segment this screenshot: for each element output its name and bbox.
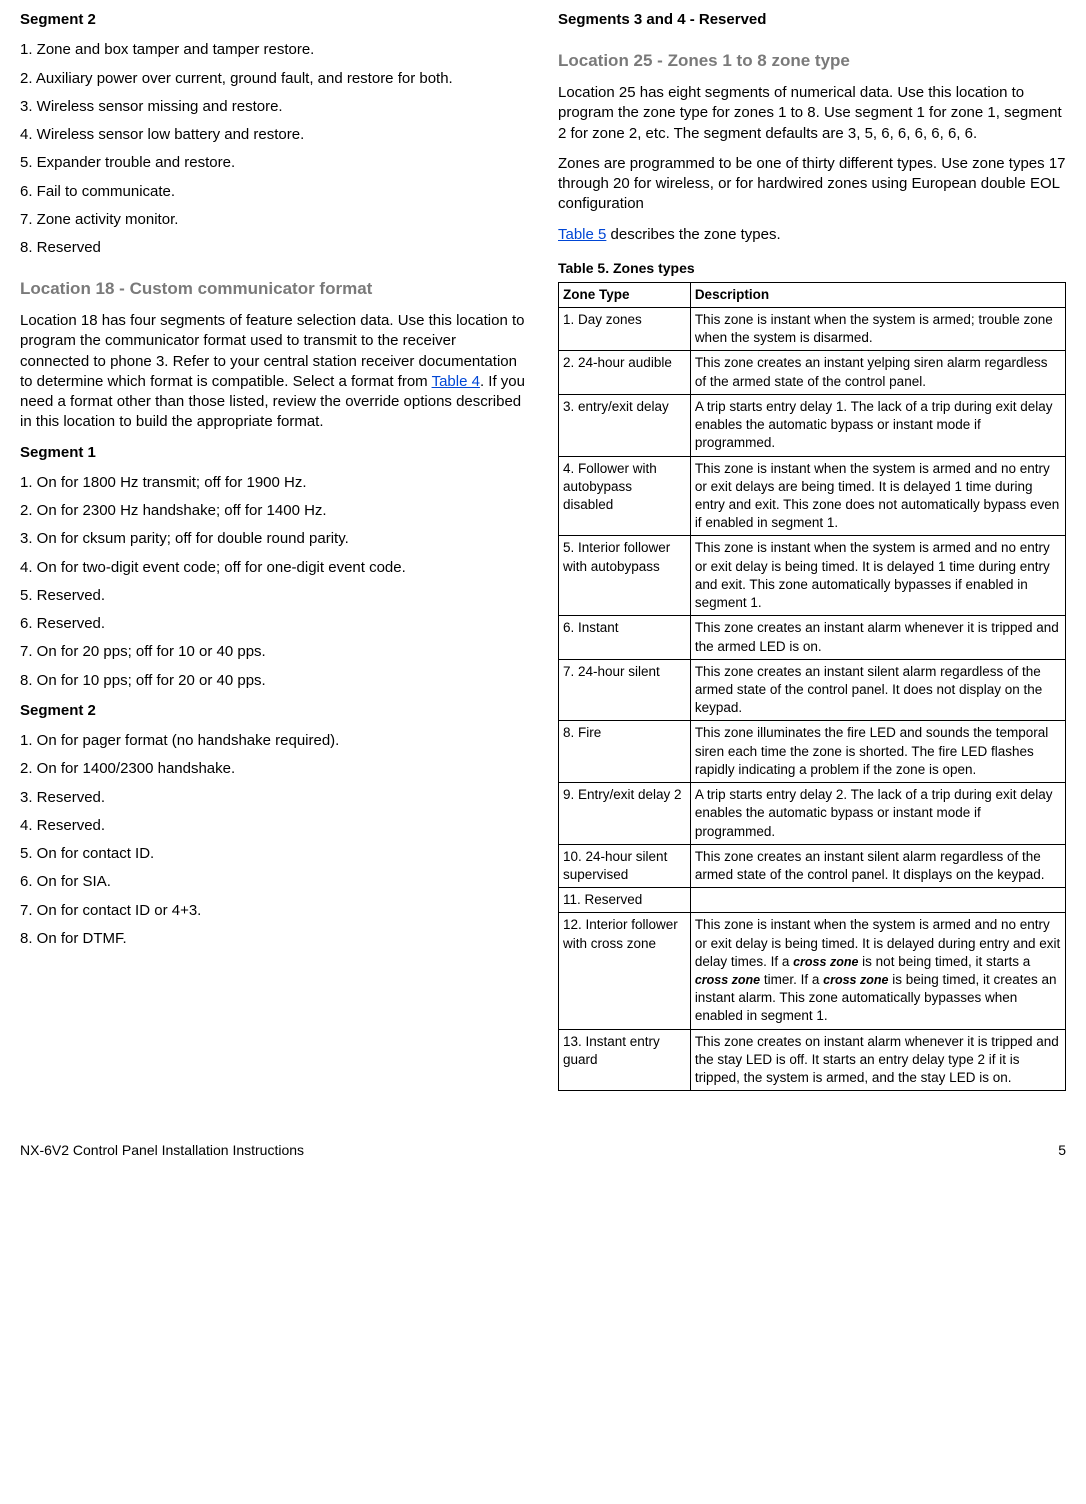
- zone-type-cell: 4. Follower with autobypass disabled: [559, 456, 691, 536]
- list-item: 2. On for 2300 Hz handshake; off for 140…: [20, 501, 528, 521]
- location-25-p3: Table 5 describes the zone types.: [558, 225, 1066, 245]
- list-item: 5. Expander trouble and restore.: [20, 153, 528, 173]
- th-zone-type: Zone Type: [559, 282, 691, 307]
- zone-type-cell: 2. 24-hour audible: [559, 351, 691, 394]
- table-row: 7. 24-hour silentThis zone creates an in…: [559, 659, 1066, 721]
- description-cell: This zone creates an instant silent alar…: [690, 844, 1065, 887]
- table-4-link[interactable]: Table 4: [432, 373, 480, 390]
- segment-1-heading: Segment 1: [20, 443, 528, 463]
- list-item: 3. Wireless sensor missing and restore.: [20, 97, 528, 117]
- zone-type-cell: 11. Reserved: [559, 888, 691, 913]
- description-cell: This zone illuminates the fire LED and s…: [690, 721, 1065, 783]
- description-cell: This zone is instant when the system is …: [690, 536, 1065, 616]
- zone-type-cell: 13. Instant entry guard: [559, 1029, 691, 1091]
- footer-page-number: 5: [1058, 1141, 1066, 1160]
- segment-2-heading: Segment 2: [20, 10, 528, 30]
- list-item: 7. On for 20 pps; off for 10 or 40 pps.: [20, 642, 528, 662]
- zone-type-cell: 5. Interior follower with autobypass: [559, 536, 691, 616]
- table-row: 6. InstantThis zone creates an instant a…: [559, 616, 1066, 659]
- location-18-paragraph: Location 18 has four segments of feature…: [20, 311, 528, 433]
- table-5-link[interactable]: Table 5: [558, 226, 606, 243]
- description-cell: This zone creates an instant alarm whene…: [690, 616, 1065, 659]
- list-item: 1. Zone and box tamper and tamper restor…: [20, 40, 528, 60]
- segment-2-list: 1. Zone and box tamper and tamper restor…: [20, 40, 528, 258]
- list-item: 6. Reserved.: [20, 614, 528, 634]
- description-cell: A trip starts entry delay 1. The lack of…: [690, 394, 1065, 456]
- table-header-row: Zone Type Description: [559, 282, 1066, 307]
- list-item: 3. On for cksum parity; off for double r…: [20, 529, 528, 549]
- zones-types-table: Zone Type Description 1. Day zonesThis z…: [558, 282, 1066, 1092]
- table-5-caption: Table 5. Zones types: [558, 259, 1066, 278]
- list-item: 2. On for 1400/2300 handshake.: [20, 759, 528, 779]
- segment-2b-list: 1. On for pager format (no handshake req…: [20, 731, 528, 949]
- location-25-p1: Location 25 has eight segments of numeri…: [558, 83, 1066, 144]
- zone-type-cell: 6. Instant: [559, 616, 691, 659]
- footer-title: NX-6V2 Control Panel Installation Instru…: [20, 1141, 304, 1160]
- zone-type-cell: 1. Day zones: [559, 308, 691, 351]
- table-row: 5. Interior follower with autobypassThis…: [559, 536, 1066, 616]
- zone-type-cell: 9. Entry/exit delay 2: [559, 783, 691, 845]
- page-footer: NX-6V2 Control Panel Installation Instru…: [20, 1141, 1066, 1160]
- description-cell: This zone creates an instant silent alar…: [690, 659, 1065, 721]
- left-column: Segment 2 1. Zone and box tamper and tam…: [20, 0, 528, 1091]
- list-item: 8. Reserved: [20, 238, 528, 258]
- table-row: 8. FireThis zone illuminates the fire LE…: [559, 721, 1066, 783]
- list-item: 8. On for 10 pps; off for 20 or 40 pps.: [20, 671, 528, 691]
- table-row: 2. 24-hour audibleThis zone creates an i…: [559, 351, 1066, 394]
- description-cell: [690, 888, 1065, 913]
- table-row: 9. Entry/exit delay 2A trip starts entry…: [559, 783, 1066, 845]
- description-cell: This zone is instant when the system is …: [690, 913, 1065, 1029]
- table-row: 11. Reserved: [559, 888, 1066, 913]
- segments-3-4-heading: Segments 3 and 4 - Reserved: [558, 10, 1066, 30]
- description-cell: A trip starts entry delay 2. The lack of…: [690, 783, 1065, 845]
- list-item: 4. On for two-digit event code; off for …: [20, 558, 528, 578]
- description-cell: This zone creates an instant yelping sir…: [690, 351, 1065, 394]
- zone-type-cell: 3. entry/exit delay: [559, 394, 691, 456]
- location-25-heading: Location 25 - Zones 1 to 8 zone type: [558, 50, 1066, 73]
- description-cell: This zone is instant when the system is …: [690, 308, 1065, 351]
- right-column: Segments 3 and 4 - Reserved Location 25 …: [558, 0, 1066, 1091]
- list-item: 4. Wireless sensor low battery and resto…: [20, 125, 528, 145]
- location-18-heading: Location 18 - Custom communicator format: [20, 278, 528, 301]
- list-item: 5. Reserved.: [20, 586, 528, 606]
- location-25-p3-after: describes the zone types.: [606, 226, 780, 243]
- list-item: 1. On for 1800 Hz transmit; off for 1900…: [20, 473, 528, 493]
- zone-type-cell: 7. 24-hour silent: [559, 659, 691, 721]
- list-item: 6. Fail to communicate.: [20, 182, 528, 202]
- list-item: 7. On for contact ID or 4+3.: [20, 901, 528, 921]
- list-item: 6. On for SIA.: [20, 872, 528, 892]
- segment-2b-heading: Segment 2: [20, 701, 528, 721]
- table-row: 1. Day zonesThis zone is instant when th…: [559, 308, 1066, 351]
- zone-type-cell: 10. 24-hour silent supervised: [559, 844, 691, 887]
- list-item: 3. Reserved.: [20, 788, 528, 808]
- th-description: Description: [690, 282, 1065, 307]
- table-row: 4. Follower with autobypass disabledThis…: [559, 456, 1066, 536]
- segment-1-list: 1. On for 1800 Hz transmit; off for 1900…: [20, 473, 528, 691]
- list-item: 8. On for DTMF.: [20, 929, 528, 949]
- list-item: 2. Auxiliary power over current, ground …: [20, 69, 528, 89]
- list-item: 5. On for contact ID.: [20, 844, 528, 864]
- table-row: 13. Instant entry guardThis zone creates…: [559, 1029, 1066, 1091]
- description-cell: This zone creates on instant alarm whene…: [690, 1029, 1065, 1091]
- table-row: 10. 24-hour silent supervisedThis zone c…: [559, 844, 1066, 887]
- list-item: 4. Reserved.: [20, 816, 528, 836]
- list-item: 7. Zone activity monitor.: [20, 210, 528, 230]
- zone-type-cell: 12. Interior follower with cross zone: [559, 913, 691, 1029]
- description-cell: This zone is instant when the system is …: [690, 456, 1065, 536]
- zone-type-cell: 8. Fire: [559, 721, 691, 783]
- table-row: 3. entry/exit delayA trip starts entry d…: [559, 394, 1066, 456]
- list-item: 1. On for pager format (no handshake req…: [20, 731, 528, 751]
- table-row: 12. Interior follower with cross zoneThi…: [559, 913, 1066, 1029]
- location-25-p2: Zones are programmed to be one of thirty…: [558, 154, 1066, 215]
